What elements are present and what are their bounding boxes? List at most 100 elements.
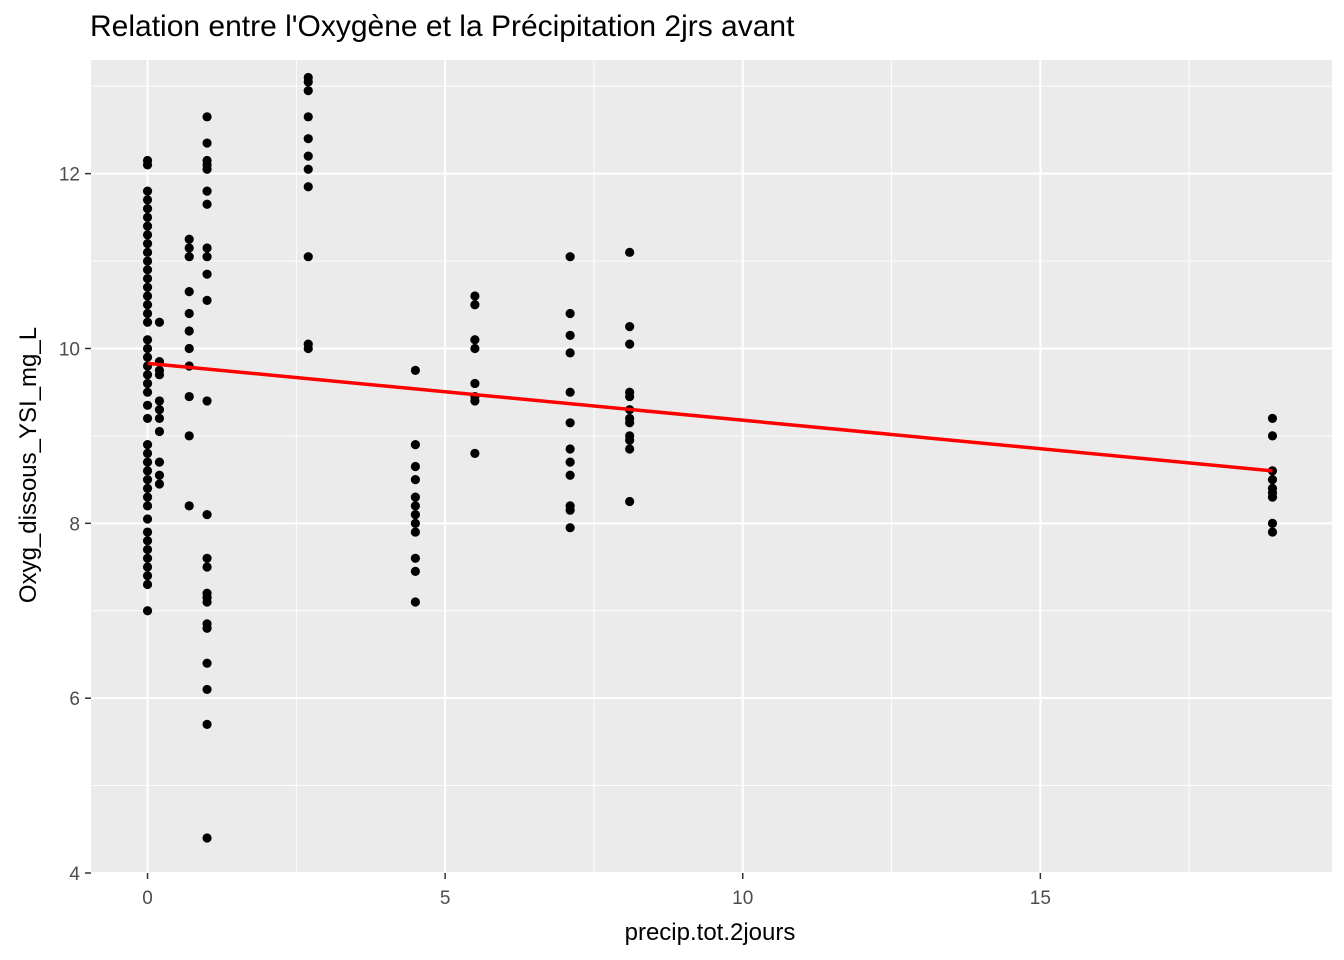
- data-point: [565, 470, 575, 480]
- data-point: [1267, 431, 1278, 441]
- x-tick-label: 10: [732, 888, 753, 909]
- data-point: [202, 562, 212, 572]
- data-point: [184, 243, 194, 253]
- data-point: [142, 378, 153, 389]
- data-point: [142, 300, 153, 310]
- data-point: [625, 435, 635, 445]
- data-point: [184, 326, 194, 336]
- data-point: [565, 457, 575, 467]
- data-point: [142, 370, 153, 380]
- data-point: [142, 352, 153, 362]
- data-point: [303, 343, 313, 354]
- data-point: [184, 343, 194, 354]
- data-point: [470, 396, 480, 406]
- data-point: [202, 597, 212, 607]
- data-point: [202, 719, 212, 729]
- data-point: [154, 405, 165, 415]
- data-point: [142, 483, 153, 493]
- x-tick-label: 15: [1030, 888, 1051, 909]
- data-point: [303, 85, 313, 96]
- y-tick-label: 10: [59, 339, 80, 360]
- data-point: [142, 343, 153, 354]
- data-points: [142, 72, 1278, 843]
- data-point: [154, 426, 165, 437]
- data-point: [303, 164, 313, 174]
- data-point: [202, 269, 212, 279]
- data-point: [565, 523, 575, 533]
- data-point: [184, 287, 194, 297]
- x-tick-label: 5: [440, 888, 451, 909]
- data-point: [142, 413, 153, 424]
- data-point: [154, 479, 165, 489]
- data-point: [625, 391, 635, 402]
- data-point: [1267, 527, 1278, 537]
- y-tick-label: 12: [59, 165, 80, 186]
- data-point: [470, 343, 480, 354]
- data-point: [142, 400, 153, 410]
- data-point: [303, 151, 313, 161]
- data-point: [154, 470, 165, 480]
- data-point: [410, 553, 420, 563]
- data-point: [303, 134, 313, 144]
- data-point: [410, 566, 420, 577]
- data-point: [184, 431, 194, 441]
- data-point: [142, 457, 153, 467]
- data-point: [142, 387, 153, 397]
- data-point: [142, 160, 153, 170]
- data-point: [142, 247, 153, 257]
- data-point: [565, 418, 575, 428]
- data-point: [410, 461, 420, 472]
- data-point: [565, 505, 575, 515]
- y-axis-title: Oxyg_dissous_YSI_mg_L: [15, 327, 42, 603]
- data-point: [142, 221, 153, 231]
- data-point: [625, 339, 635, 349]
- data-point: [470, 300, 480, 310]
- data-point: [142, 527, 153, 537]
- data-point: [303, 112, 313, 122]
- data-point: [142, 579, 153, 590]
- axis-ticks: 0 5 10 15 4 6 8 10 12: [59, 165, 1051, 909]
- data-point: [184, 391, 194, 402]
- x-tick-label: 0: [142, 888, 153, 909]
- data-point: [625, 247, 635, 257]
- data-point: [142, 466, 153, 476]
- data-point: [142, 475, 153, 485]
- data-point: [142, 238, 153, 249]
- data-point: [470, 448, 480, 458]
- data-point: [202, 295, 212, 306]
- data-point: [142, 562, 153, 572]
- data-point: [565, 348, 575, 358]
- data-point: [1267, 475, 1278, 485]
- data-point: [202, 553, 212, 563]
- data-point: [410, 440, 420, 450]
- data-point: [202, 252, 212, 262]
- data-point: [470, 291, 480, 301]
- data-point: [625, 496, 635, 507]
- data-point: [202, 396, 212, 406]
- y-tick-label: 8: [69, 514, 80, 535]
- data-point: [410, 501, 420, 511]
- data-point: [184, 234, 194, 244]
- data-point: [154, 317, 165, 327]
- data-point: [410, 509, 420, 520]
- data-point: [202, 833, 212, 843]
- plot-panel: [91, 60, 1332, 873]
- data-point: [410, 527, 420, 537]
- data-point: [142, 514, 153, 524]
- data-point: [142, 265, 153, 275]
- data-point: [142, 186, 153, 196]
- data-point: [1267, 492, 1278, 502]
- data-point: [1267, 413, 1278, 424]
- data-point: [202, 658, 212, 668]
- data-point: [142, 256, 153, 266]
- data-point: [303, 77, 313, 87]
- data-point: [142, 606, 153, 616]
- trend-line-group: [147, 361, 1273, 473]
- data-point: [565, 387, 575, 397]
- data-point: [202, 509, 212, 520]
- data-point: [1267, 518, 1278, 528]
- data-point: [565, 308, 575, 319]
- data-point: [142, 448, 153, 458]
- data-point: [625, 444, 635, 454]
- data-point: [202, 164, 212, 174]
